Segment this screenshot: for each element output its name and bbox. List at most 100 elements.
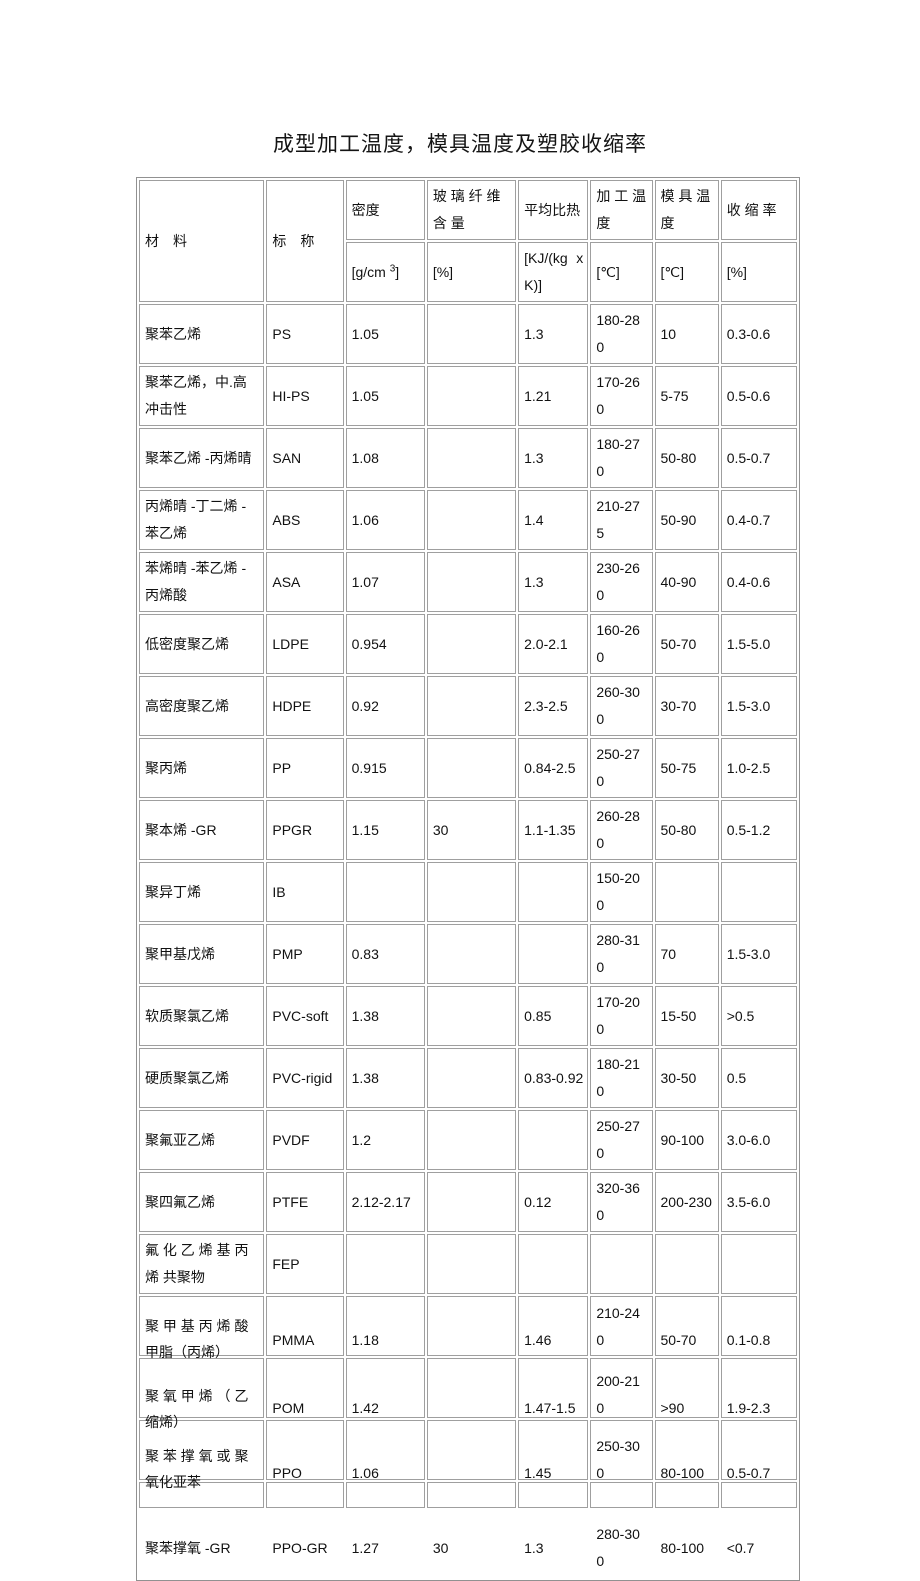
fiber-content-cell	[426, 1296, 517, 1356]
fiber-content-cell	[426, 862, 517, 922]
table-row: 聚氟亚乙烯 PVDF 1.2 250-270 90-100 3.0-6.0	[139, 1110, 797, 1170]
unit-specific-heat: [KJ/(kg x K)]	[518, 242, 589, 302]
density-cell: 1.2	[345, 1110, 425, 1170]
shrinkage-cell: 1.9-2.3	[720, 1358, 797, 1418]
density-cell: 1.15	[345, 800, 425, 860]
designation-cell: PVC-rigid	[266, 1048, 344, 1108]
mold-temp-cell: 90-100	[654, 1110, 719, 1170]
table-row: 聚 甲 基 丙 烯 酸 甲脂（丙烯） PMMA 1.18 1.46 210-240 50-…	[139, 1296, 797, 1360]
table-row: 软质聚氯乙烯 PVC-soft 1.38 0.85 170-200 15-50 >0.5	[139, 986, 797, 1046]
mold-temp-cell: 30-50	[654, 1048, 719, 1108]
material-cell: 聚 甲 基 丙 烯 酸 甲脂（丙烯）	[139, 1296, 265, 1360]
shrinkage-cell: >0.5	[720, 986, 797, 1046]
shrinkage-cell: 0.3-0.6	[720, 304, 797, 364]
table-row: 聚丙烯 PP 0.915 0.84-2.5 250-270 50-75 1.0-2.5	[139, 738, 797, 798]
material-text: 聚本烯 -GR	[145, 821, 217, 838]
processing-temp-cell: 170-260	[590, 366, 653, 426]
material-cell: 低密度聚乙烯	[139, 614, 265, 674]
table-row: 高密度聚乙烯 HDPE 0.92 2.3-2.5 260-300 30-70 1.5-3.0	[139, 676, 797, 736]
fiber-content-cell	[426, 738, 517, 798]
processing-temp-cell: 170-200	[590, 986, 653, 1046]
shrinkage-cell: 0.5-0.6	[720, 366, 797, 426]
designation-cell: HDPE	[266, 676, 344, 736]
material-cell: 硬质聚氯乙烯	[139, 1048, 265, 1108]
header-mold-temp: 模 具 温 度	[654, 180, 719, 240]
shrinkage-cell: 0.4-0.7	[720, 490, 797, 550]
mold-temp-cell	[654, 1234, 719, 1294]
density-cell: 1.27	[351, 1539, 379, 1556]
designation-cell: PPO	[266, 1420, 344, 1481]
material-text: 丙烯晴 -丁二烯 -苯乙烯	[145, 498, 247, 541]
material-cell: 聚四氟乙烯	[139, 1172, 265, 1232]
fiber-content-cell	[426, 986, 517, 1046]
material-cell: 苯烯晴 -苯乙烯 -丙烯酸	[139, 552, 265, 612]
specific-heat-cell: 1.3	[518, 552, 589, 612]
table-row: 聚 氧 甲 烯 （ 乙 缩烯） POM 1.42 1.47-1.5 200-210 >90…	[139, 1358, 797, 1430]
density-cell: 1.06	[345, 490, 425, 550]
material-cell: 丙烯晴 -丁二烯 -苯乙烯	[139, 490, 265, 550]
table-row: 聚苯乙烯 -丙烯晴 SAN 1.08 1.3 180-270 50-80 0.5-0.7	[139, 428, 797, 488]
fiber-content-cell	[426, 428, 517, 488]
mold-temp-cell: 40-90	[654, 552, 719, 612]
designation-cell: SAN	[266, 428, 344, 488]
fiber-content-cell: 30	[432, 1539, 449, 1556]
mold-temp-cell: 80-100	[654, 1420, 719, 1481]
designation-cell: HI-PS	[266, 366, 344, 426]
page-title: 成型加工温度，模具温度及塑胶收缩率	[273, 133, 647, 156]
mold-temp-cell: 200-230	[654, 1172, 719, 1232]
material-cell: 聚苯撑氧 -GR	[139, 1510, 264, 1578]
unit-density: [g/cm 3]	[345, 242, 425, 302]
header-designation: 标 称	[266, 180, 344, 302]
specific-heat-cell	[518, 1234, 589, 1294]
density-cell: 1.38	[345, 1048, 425, 1108]
shrinkage-cell: 3.5-6.0	[720, 1172, 797, 1232]
designation-cell: PVDF	[266, 1110, 344, 1170]
designation-cell: ASA	[266, 552, 344, 612]
header-row-units: [g/cm 3] [%] [KJ/(kg x K)] [℃] [℃] [%]	[139, 242, 797, 302]
header-fiber-content: 玻 璃 纤 维 含 量	[426, 180, 517, 240]
material-text: 硬质聚氯乙烯	[145, 1069, 229, 1086]
fiber-content-cell	[426, 676, 517, 736]
table-row: 丙烯晴 -丁二烯 -苯乙烯 ABS 1.06 1.4 210-275 50-90 0.4-0…	[139, 490, 797, 550]
specific-heat-cell: 2.3-2.5	[518, 676, 589, 736]
material-text: 聚苯撑氧 -GR	[145, 1539, 231, 1556]
shrinkage-cell: <0.7	[726, 1539, 755, 1556]
processing-temp-cell: 230-260	[590, 552, 653, 612]
designation-cell: PP	[266, 738, 344, 798]
material-text: 聚丙烯	[145, 759, 187, 776]
shrinkage-cell: 0.4-0.6	[720, 552, 797, 612]
mold-temp-cell	[654, 862, 719, 922]
fiber-content-cell	[426, 552, 517, 612]
mold-temp-cell: 5-75	[654, 366, 719, 426]
density-cell: 2.12-2.17	[345, 1172, 425, 1232]
specific-heat-cell	[518, 862, 589, 922]
material-cell: 聚苯乙烯 -丙烯晴	[139, 428, 265, 488]
processing-temp-cell: 160-260	[590, 614, 653, 674]
designation-cell: FEP	[266, 1234, 344, 1294]
mold-temp-cell: 50-70	[654, 1296, 719, 1356]
specific-heat-cell: 1.1-1.35	[518, 800, 589, 860]
mold-temp-cell: >90	[654, 1358, 719, 1418]
header-shrinkage: 收 缩 率	[720, 180, 797, 240]
mold-temp-cell: 50-75	[654, 738, 719, 798]
shrinkage-cell: 1.5-3.0	[720, 676, 797, 736]
shrinkage-cell: 0.5-0.7	[720, 428, 797, 488]
processing-temp-cell: 280-300	[596, 1526, 640, 1569]
processing-temp-cell: 320-360	[590, 1172, 653, 1232]
table-row: 聚苯乙烯 PS 1.05 1.3 180-280 10 0.3-0.6	[139, 304, 797, 364]
fiber-content-cell	[426, 366, 517, 426]
header-row-labels: 材 料 标 称 密度 玻 璃 纤 维 含 量 平均比热 加 工 温 度 模 具 …	[139, 180, 797, 302]
designation-cell: PMP	[266, 924, 344, 984]
table-row: 聚苯乙烯，中.高冲击性 HI-PS 1.05 1.21 170-260 5-75 0.5-0…	[139, 366, 797, 426]
designation-cell: IB	[266, 862, 344, 922]
mold-temp-cell: 50-80	[654, 800, 719, 860]
material-text: 聚四氟乙烯	[145, 1193, 215, 1210]
specific-heat-cell: 1.21	[518, 366, 589, 426]
document-page: 成型加工温度，模具温度及塑胶收缩率 材 料 标 称 密度 玻 璃 纤 维 含 量…	[0, 128, 920, 1581]
density-cell: 1.18	[345, 1296, 425, 1356]
fiber-content-cell	[426, 304, 517, 364]
header-processing-temp: 加 工 温 度	[590, 180, 653, 240]
fiber-content-cell	[426, 1358, 517, 1418]
designation-cell: PS	[266, 304, 344, 364]
fiber-content-cell: 30	[426, 800, 517, 860]
